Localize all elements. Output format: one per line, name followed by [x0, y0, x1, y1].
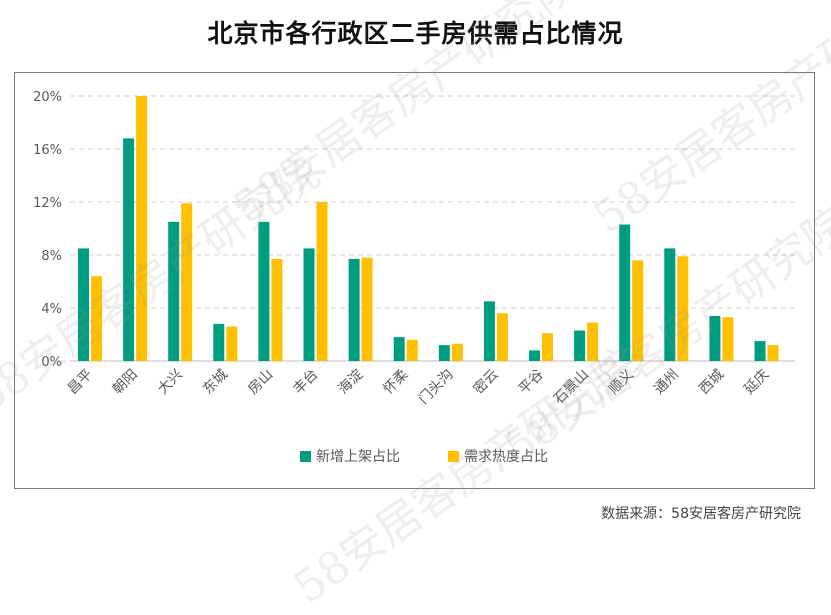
y-tick-label: 12% — [33, 196, 62, 211]
x-tick-label: 海淀 — [335, 367, 366, 398]
demand-bar — [496, 313, 508, 361]
supply-bar — [393, 337, 405, 361]
x-tick-label: 东城 — [200, 367, 231, 398]
x-tick-label: 平谷 — [516, 367, 547, 398]
y-tick-label: 4% — [41, 302, 62, 317]
supply-bar — [619, 224, 631, 361]
y-tick-label: 16% — [33, 143, 62, 158]
demand-bar — [91, 276, 102, 361]
x-tick-label: 顺义 — [606, 367, 637, 398]
supply-bar — [574, 330, 586, 361]
y-tick-label: 0% — [41, 355, 62, 370]
y-tick-label: 20% — [33, 90, 62, 105]
demand-bar — [722, 317, 734, 361]
x-tick-label: 密云 — [470, 366, 502, 398]
x-tick-label: 朝阳 — [110, 367, 141, 398]
demand-bar — [136, 96, 148, 361]
y-tick-label: 8% — [41, 249, 62, 264]
legend-swatch-demand — [448, 451, 459, 462]
demand-bar — [677, 256, 689, 361]
bar-chart: 0% 4% 8% 12% 16% 20% 昌平 朝阳 大兴 东城 房山 丰台 海淀 怀柔 门头沟 密云 平谷 石景… — [33, 90, 795, 465]
legend-swatch-supply — [300, 451, 311, 462]
demand-bar — [542, 333, 553, 361]
demand-bar — [361, 257, 373, 361]
supply-bar — [78, 248, 89, 361]
x-tick-label: 通州 — [651, 367, 682, 398]
supply-bar — [303, 248, 315, 361]
supply-bar — [213, 323, 225, 361]
x-tick-label: 延庆 — [741, 367, 772, 398]
x-tick-label: 房山 — [245, 367, 276, 398]
supply-bar — [258, 221, 270, 361]
demand-bar — [226, 326, 238, 361]
x-tick-label: 门头沟 — [416, 367, 457, 408]
data-source-note: 数据来源：58安居客房产研究院 — [601, 506, 801, 522]
supply-bar — [168, 221, 180, 361]
x-tick-label: 大兴 — [155, 367, 186, 398]
demand-bar — [271, 258, 283, 361]
supply-bar — [123, 138, 135, 361]
supply-bar — [754, 341, 766, 361]
chart-frame — [14, 72, 815, 489]
supply-bar — [438, 345, 450, 361]
legend-label-supply: 新增上架占比 — [316, 449, 400, 465]
x-tick-label: 怀柔 — [380, 367, 411, 398]
demand-bar — [632, 260, 644, 361]
demand-bar — [181, 203, 193, 361]
supply-bar — [483, 301, 495, 361]
demand-bar — [767, 345, 779, 361]
supply-bar — [709, 315, 721, 361]
supply-bar — [348, 258, 360, 361]
demand-bar — [316, 202, 328, 361]
x-tick-label: 石景山 — [551, 367, 592, 408]
demand-bar — [587, 322, 599, 361]
demand-bar — [451, 343, 463, 361]
x-tick-label: 丰台 — [290, 367, 321, 398]
x-tick-label: 昌平 — [65, 367, 96, 398]
legend-label-demand: 需求热度占比 — [464, 449, 548, 465]
supply-bar — [529, 350, 540, 361]
supply-bar — [664, 248, 676, 361]
demand-bar — [406, 339, 418, 361]
x-tick-label: 西城 — [696, 367, 727, 398]
chart-title: 北京市各行政区二手房供需占比情况 — [207, 19, 624, 48]
